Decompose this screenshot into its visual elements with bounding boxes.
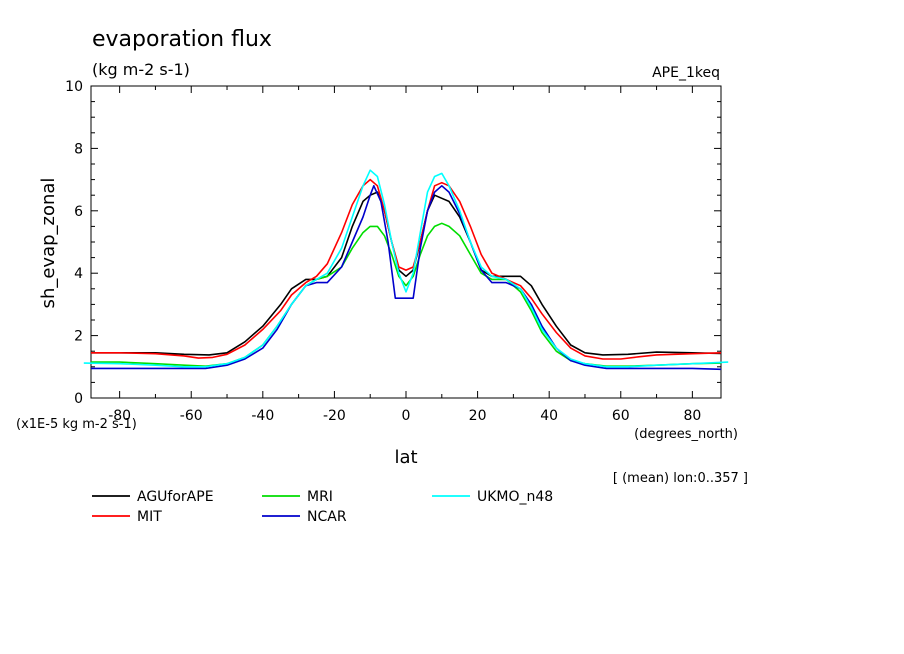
x-axis-ticks: -80 -60 -40 -20 0 20 40 60 80: [108, 86, 701, 424]
y-scale-note: (x1E-5 kg m-2 s-1): [16, 417, 137, 432]
experiment-label: APE_1keq: [652, 65, 720, 81]
series-line-mri: [91, 222, 722, 368]
x-tick-label: 0: [402, 408, 411, 424]
chart-units: (kg m-2 s-1): [92, 60, 190, 79]
y-tick-label: 10: [65, 79, 83, 95]
y-axis-ticks: 0 2 4 6 8 10: [65, 79, 721, 407]
y-tick-label: 0: [74, 391, 83, 407]
x-axis-label: lat: [394, 447, 417, 468]
x-tick-label: -60: [180, 408, 203, 424]
x-tick-label: 40: [540, 408, 558, 424]
y-tick-label: 2: [74, 329, 83, 345]
legend-label: UKMO_n48: [477, 489, 553, 505]
x-tick-label: -40: [251, 408, 274, 424]
y-tick-label: 4: [74, 266, 83, 282]
footnote: [ (mean) lon:0..357 ]: [613, 471, 748, 486]
x-units-label: (degrees_north): [634, 427, 738, 442]
legend-label: AGUforAPE: [137, 489, 214, 505]
y-tick-label: 8: [74, 141, 83, 157]
plot-frame: [90, 85, 722, 399]
series-line-mit: [91, 178, 722, 360]
x-tick-label: 60: [612, 408, 630, 424]
x-tick-label: -20: [323, 408, 346, 424]
legend: AGUforAPE MIT MRI NCAR UKMO_n48: [92, 489, 553, 525]
y-tick-label: 6: [74, 204, 83, 220]
series-line-aguforape: [91, 191, 722, 356]
legend-label: MIT: [137, 509, 162, 525]
legend-label: MRI: [307, 489, 333, 505]
x-tick-label: 20: [469, 408, 487, 424]
series-lines: [83, 169, 729, 371]
chart-title: evaporation flux: [92, 27, 272, 52]
x-tick-label: 80: [683, 408, 701, 424]
series-line-ncar: [91, 185, 722, 371]
legend-label: NCAR: [307, 509, 347, 525]
y-axis-label: sh_evap_zonal: [38, 178, 59, 309]
series-line-ukmo-n48: [83, 169, 729, 368]
x-tick-label: -80: [108, 408, 131, 424]
